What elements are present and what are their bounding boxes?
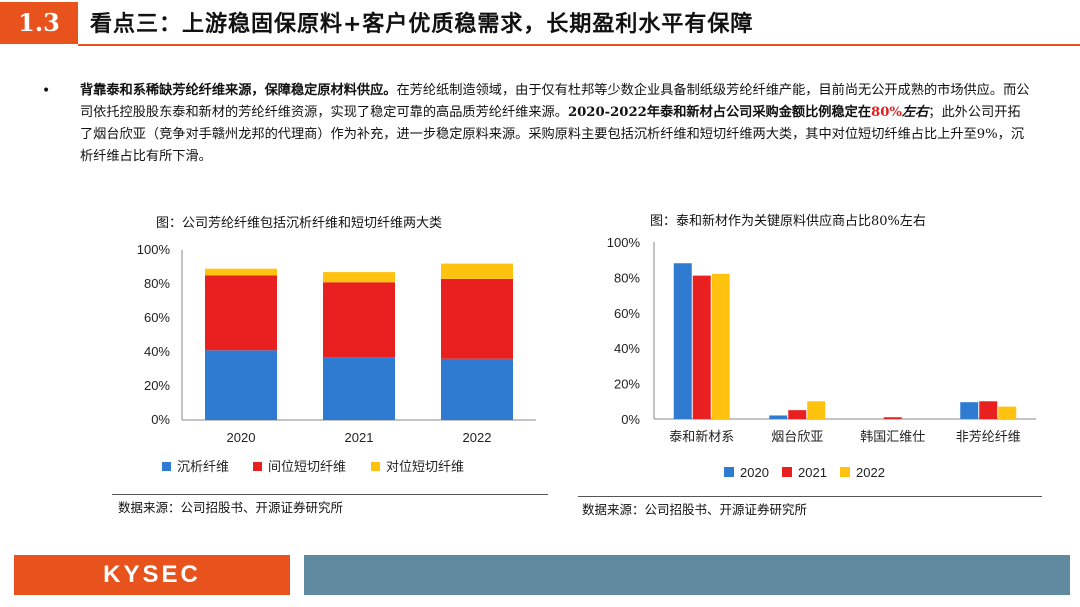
left-legend-swatch: [162, 462, 171, 471]
left-x-tick-label: 2020: [227, 430, 256, 445]
left-y-tick-label: 80%: [144, 276, 170, 291]
right-bar: [769, 415, 788, 419]
left-y-tick-label: 100%: [137, 242, 171, 257]
left-y-tick-label: 0%: [151, 412, 170, 427]
right-bar: [692, 275, 711, 419]
left-stacked-bar-chart: 0% 20% 40% 60% 80% 100% 2020 2021 2022 沉析纤维 间位短切纤维…: [137, 242, 536, 474]
bullet-text-2: ；此外公司开拓了烟台欣亚（竞争对手赣州龙邦的代理商）作为补充，进一步稳定原料来源…: [80, 105, 1025, 164]
footer-bar: [304, 555, 1070, 595]
left-bar-segment: [441, 278, 513, 359]
right-x-tick-label: 非芳纶纤维: [956, 429, 1021, 444]
kysec-logo: KYSEC: [14, 555, 290, 595]
bullet-highlight: 80%: [871, 105, 902, 120]
left-y-tick-label: 20%: [144, 378, 170, 393]
left-bar-segment: [323, 272, 395, 283]
right-x-tick-label: 泰和新材系: [669, 429, 734, 444]
right-legend-swatch: [724, 467, 734, 477]
right-y-tick-label: 100%: [607, 235, 641, 250]
left-y-tick-label: 40%: [144, 344, 170, 359]
right-bar: [807, 401, 826, 419]
right-bar: [998, 406, 1017, 419]
header-rule: [78, 44, 1080, 46]
bullet-italic: 左右: [901, 105, 929, 120]
right-bar: [711, 273, 730, 419]
right-legend-label: 2022: [856, 465, 885, 480]
left-x-tick-label: 2021: [345, 430, 374, 445]
right-legend-swatch: [840, 467, 850, 477]
left-bar-segment: [205, 350, 277, 420]
header: 1.3 看点三：上游稳固保原料+客户优质稳需求，长期盈利水平有保障: [0, 0, 1080, 46]
left-bar-segment: [205, 275, 277, 351]
left-legend-swatch: [253, 462, 262, 471]
right-y-tick-label: 40%: [614, 341, 640, 356]
left-y-tick-label: 60%: [144, 310, 170, 325]
left-x-tick-label: 2022: [463, 430, 492, 445]
right-bar: [788, 410, 807, 419]
right-legend-label: 2020: [740, 465, 769, 480]
left-source-rule: [112, 494, 548, 495]
right-y-tick-label: 0%: [621, 412, 640, 427]
right-x-tick-label: 烟台欣亚: [771, 429, 823, 444]
bullet-text: 背靠泰和系稀缺芳纶纤维来源，保障稳定原材料供应。在芳纶纸制造领域，由于仅有杜邦等…: [80, 80, 1030, 168]
right-bar: [673, 263, 692, 419]
left-bar-segment: [323, 357, 395, 420]
right-grouped-bar-chart: 0% 20% 40% 60% 80% 100% 泰和新材系 烟台欣亚 韩国汇维仕 非芳纶纤维 202…: [607, 235, 1036, 480]
right-chart-caption: 图：泰和新材作为关键原料供应商占比80%左右: [650, 214, 926, 229]
left-legend-swatch: [371, 462, 380, 471]
bullet-dot: •: [42, 83, 51, 99]
right-bar: [883, 417, 902, 419]
right-y-tick-label: 60%: [614, 306, 640, 321]
right-source-rule: [578, 496, 1042, 497]
page-title: 看点三：上游稳固保原料+客户优质稳需求，长期盈利水平有保障: [90, 12, 754, 37]
left-legend-label: 对位短切纤维: [386, 459, 464, 474]
right-bar: [960, 402, 979, 419]
bullet-text-1: 在芳纶纸制造领域，由于仅有杜邦等少数企业具备制纸级芳纶纤维产能，目前尚无公开成熟…: [80, 83, 1030, 120]
right-bar: [979, 401, 998, 419]
right-source: 数据来源：公司招股书、开源证券研究所: [582, 502, 808, 517]
left-source: 数据来源：公司招股书、开源证券研究所: [118, 500, 344, 515]
left-bar-segment: [323, 282, 395, 358]
left-bar-segment: [441, 358, 513, 420]
bullet-lead: 背靠泰和系稀缺芳纶纤维来源，保障稳定原材料供应。: [80, 83, 397, 98]
right-x-tick-label: 韩国汇维仕: [860, 429, 925, 444]
left-chart-caption: 图：公司芳纶纤维包括沉析纤维和短切纤维两大类: [156, 216, 443, 231]
right-y-tick-label: 20%: [614, 377, 640, 392]
right-legend-label: 2021: [798, 465, 827, 480]
right-y-tick-label: 80%: [614, 270, 640, 285]
left-bar-segment: [441, 263, 513, 279]
section-number: 1.3: [0, 2, 78, 44]
left-legend-label: 沉析纤维: [177, 459, 229, 474]
right-legend-swatch: [782, 467, 792, 477]
bullet-bold-2: 2020-2022年泰和新材占公司采购金额比例稳定在: [567, 105, 872, 120]
left-bar-segment: [205, 268, 277, 276]
left-legend-label: 间位短切纤维: [268, 459, 346, 474]
